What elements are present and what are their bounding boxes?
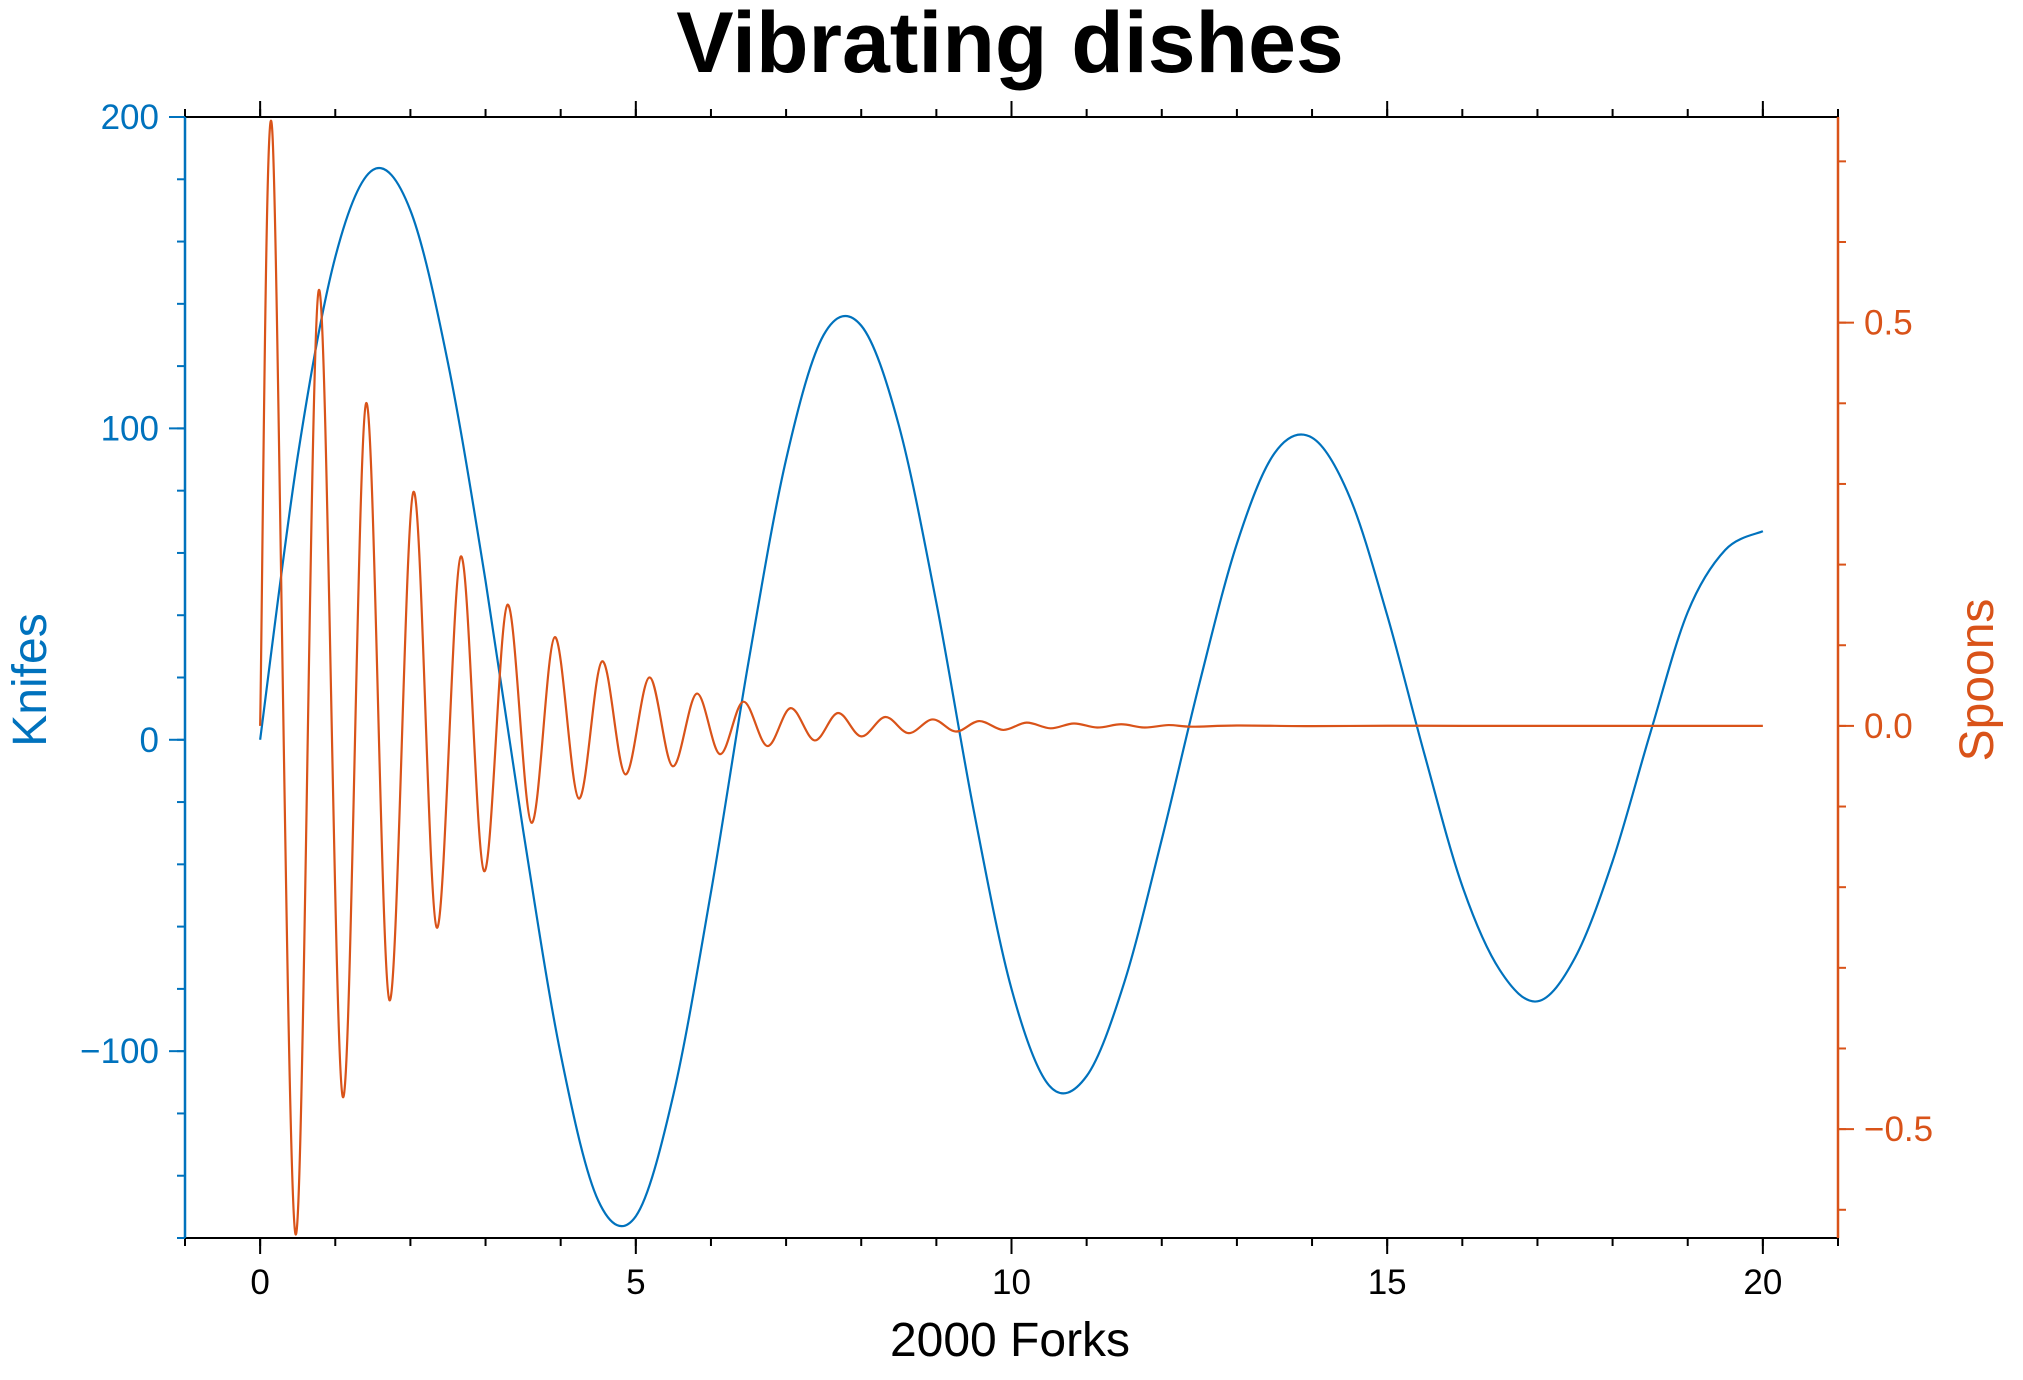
- y-right-tick-label: 0.0: [1864, 707, 1913, 746]
- x-tick-label: 5: [626, 1263, 645, 1302]
- x-tick-label: 20: [1743, 1263, 1782, 1302]
- y-left-tick-label: 0: [140, 721, 159, 760]
- x-tick-label: 10: [992, 1263, 1031, 1302]
- y-right-tick-label: −0.5: [1864, 1110, 1933, 1149]
- data-lines: [259, 119, 1764, 1236]
- x-tick-label: 0: [250, 1263, 269, 1302]
- axes: [183, 116, 1840, 1239]
- knifes-series-line: [259, 167, 1764, 1228]
- y-left-tick-label: 200: [101, 98, 159, 137]
- y-left-tick-label: −100: [80, 1032, 159, 1071]
- y-right-axis-label: Spoons: [1951, 599, 2004, 762]
- ticks: 0 5 10 15 20 −100 0 100 200 −0.5 0.0 0.5: [80, 98, 1933, 1302]
- y-left-tick-label: 100: [101, 409, 159, 448]
- x-axis-label: 2000 Forks: [890, 1314, 1130, 1367]
- spoons-series-line: [259, 119, 1763, 1236]
- chart-title: Vibrating dishes: [676, 0, 1343, 91]
- y-right-tick-label: 0.5: [1864, 304, 1913, 343]
- y-left-axis-label: Knifes: [4, 613, 57, 746]
- x-tick-label: 15: [1368, 1263, 1407, 1302]
